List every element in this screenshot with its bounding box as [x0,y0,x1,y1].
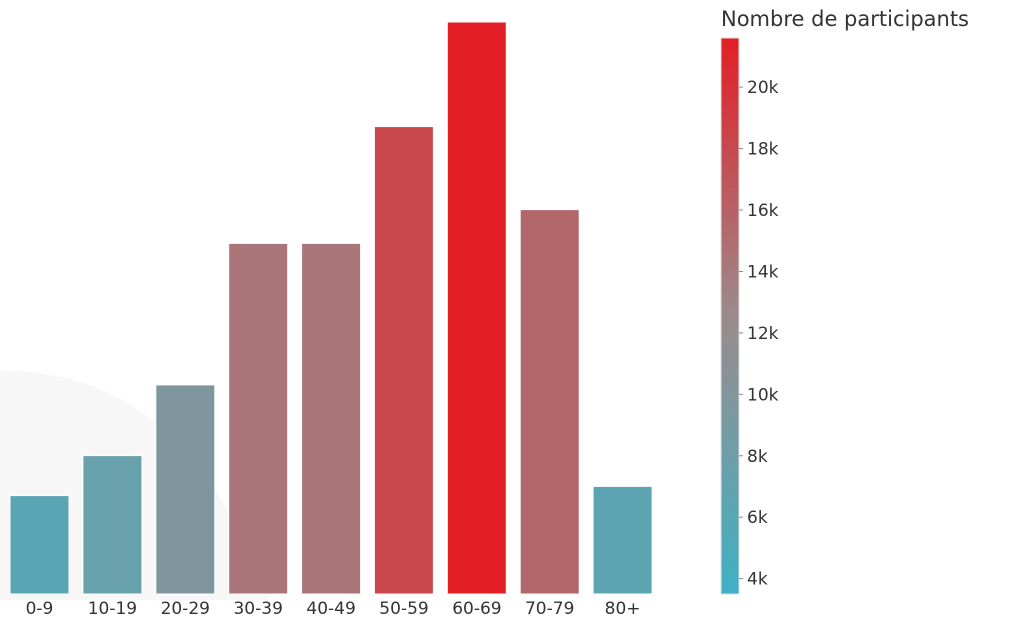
colorbar-tick-label: 18k [747,140,779,160]
bar-80+ [592,485,653,595]
colorbar-tick-label: 6k [747,508,768,528]
bar-50-59 [373,126,434,595]
colorbar-tick-label: 8k [747,447,768,467]
colorbar-ticks: 4k 6k 8k 10k 12k 14k 16k 18k 20k [739,78,779,590]
x-tick-label: 0-9 [26,599,54,619]
bar-20-29 [155,384,216,595]
x-tick-label: 30-39 [233,599,282,619]
bar-30-39 [228,242,289,595]
colorbar-tick-label: 10k [747,385,779,405]
colorbar-tick-label: 20k [747,78,779,98]
bar-60-69 [446,21,507,595]
x-tick-label: 40-49 [306,599,355,619]
x-tick-label: 70-79 [525,599,574,619]
bar-0-9 [9,495,70,595]
bar-70-79 [519,209,580,595]
bar-40-49 [301,242,362,595]
x-tick-label: 80+ [605,599,641,619]
colorbar: Nombre de participants 4k 6k 8k 10k 12k 14k 16… [720,7,969,595]
x-tick-label: 10-19 [88,599,137,619]
x-tick-label: 50-59 [379,599,428,619]
bar-group [9,21,653,595]
x-tick-label: 60-69 [452,599,501,619]
x-tick-label: 20-29 [161,599,210,619]
colorbar-tick-label: 14k [747,263,779,283]
colorbar-gradient [720,37,740,595]
colorbar-tick-label: 12k [747,324,779,344]
x-tick-labels: 0-9 10-19 20-29 30-39 40-49 50-59 60-69 70-79 80… [26,599,641,619]
bar-10-19 [82,455,143,595]
colorbar-title: Nombre de participants [721,7,969,31]
colorbar-tick-label: 16k [747,201,779,221]
colorbar-tick-label: 4k [747,570,768,590]
